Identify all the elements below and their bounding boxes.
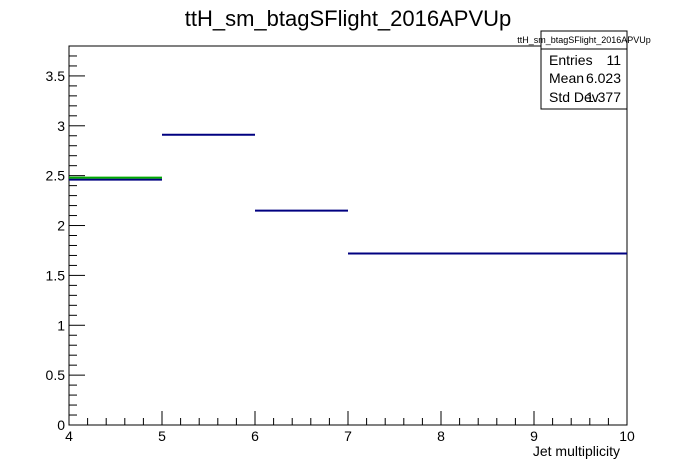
histogram-bins — [69, 133, 627, 255]
y-tick-label: 3.5 — [46, 68, 66, 84]
stats-box: ttH_sm_btagSFlight_2016APVUp Entries 11 … — [517, 30, 651, 110]
x-tick-label: 6 — [251, 428, 259, 444]
stats-box-body-frame — [540, 48, 628, 110]
x-tick-label: 5 — [158, 428, 166, 444]
stats-mean-value: 6.023 — [586, 70, 621, 86]
y-tick-label: 0 — [57, 417, 65, 433]
x-tick-label: 7 — [344, 428, 352, 444]
x-tick-label: 8 — [437, 428, 445, 444]
stats-entries-label: Entries — [549, 52, 593, 68]
stats-stddev-value: 1.377 — [586, 89, 621, 105]
y-tick-label: 2 — [57, 218, 65, 234]
x-tick-label: 4 — [65, 428, 73, 444]
y-tick-label: 0.5 — [46, 367, 66, 383]
stats-mean-label: Mean — [549, 70, 584, 86]
y-tick-label: 2.5 — [46, 168, 66, 184]
chart-title: ttH_sm_btagSFlight_2016APVUp — [185, 6, 512, 31]
stats-stddev-label: Std Dev — [549, 89, 599, 105]
x-tick-label: 10 — [619, 428, 635, 444]
axes: 4 5 6 7 8 9 10 0 0.5 1 1.5 2 2.5 3 3.5 — [46, 45, 635, 444]
stats-entries-value: 11 — [606, 52, 621, 68]
y-tick-label: 1.5 — [46, 267, 66, 283]
stats-box-title: ttH_sm_btagSFlight_2016APVUp — [517, 35, 651, 45]
y-tick-label: 1 — [57, 317, 65, 333]
x-axis-label: Jet multiplicity — [533, 443, 620, 459]
y-tick-label: 3 — [57, 118, 65, 134]
x-tick-label: 9 — [530, 428, 538, 444]
